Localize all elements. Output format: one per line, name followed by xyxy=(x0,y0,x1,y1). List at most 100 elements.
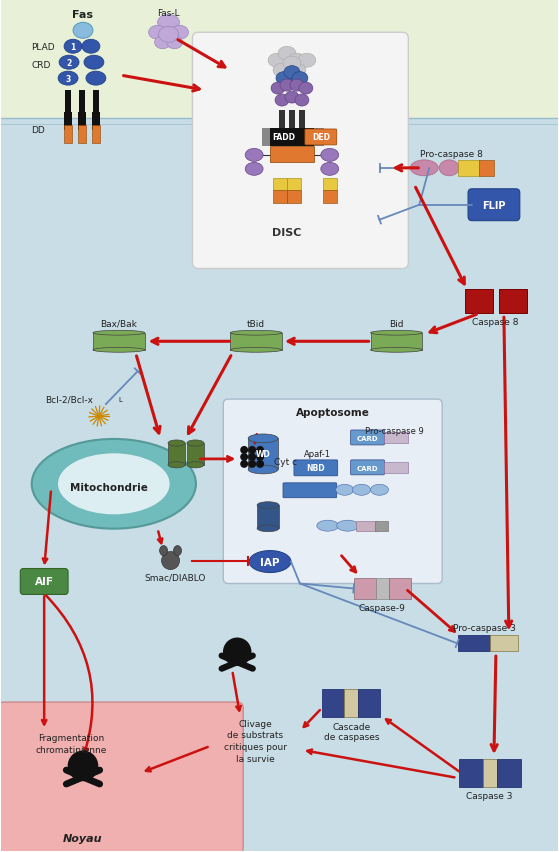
Bar xyxy=(262,129,272,147)
Text: Fas-L: Fas-L xyxy=(157,9,180,18)
Circle shape xyxy=(248,446,256,454)
Ellipse shape xyxy=(73,23,93,39)
Ellipse shape xyxy=(284,66,300,79)
Text: Pro-caspase 9: Pro-caspase 9 xyxy=(364,427,423,436)
Bar xyxy=(273,179,287,191)
Bar xyxy=(376,578,390,600)
Bar xyxy=(499,290,527,314)
Bar xyxy=(168,444,185,465)
Text: Pro-caspase 3: Pro-caspase 3 xyxy=(453,623,515,632)
Ellipse shape xyxy=(248,465,278,475)
Circle shape xyxy=(248,460,256,469)
Text: CARD: CARD xyxy=(357,435,378,441)
Text: CARD: CARD xyxy=(357,465,378,471)
Ellipse shape xyxy=(230,331,282,336)
Circle shape xyxy=(240,460,248,469)
Ellipse shape xyxy=(58,72,78,86)
Bar xyxy=(390,578,411,600)
Text: Fragmentation: Fragmentation xyxy=(38,734,104,743)
FancyBboxPatch shape xyxy=(468,189,520,222)
FancyBboxPatch shape xyxy=(192,33,409,269)
Ellipse shape xyxy=(257,526,279,532)
FancyBboxPatch shape xyxy=(294,460,338,476)
Ellipse shape xyxy=(245,149,263,162)
Bar xyxy=(93,333,145,350)
Ellipse shape xyxy=(336,485,354,496)
Ellipse shape xyxy=(278,47,296,61)
Bar xyxy=(257,505,279,529)
Bar xyxy=(385,463,409,474)
Bar xyxy=(371,333,422,350)
Text: Bcl-2/Bcl-x: Bcl-2/Bcl-x xyxy=(45,395,93,404)
Text: DED: DED xyxy=(312,133,330,142)
Ellipse shape xyxy=(288,55,306,68)
Bar xyxy=(92,113,100,131)
Bar xyxy=(79,91,85,113)
Text: 1: 1 xyxy=(70,43,75,52)
FancyBboxPatch shape xyxy=(20,569,68,595)
Text: CRD: CRD xyxy=(31,60,51,70)
Ellipse shape xyxy=(285,92,299,104)
Bar xyxy=(64,113,72,131)
Ellipse shape xyxy=(371,331,422,336)
Ellipse shape xyxy=(160,546,168,556)
Bar xyxy=(322,689,344,717)
Text: AIF: AIF xyxy=(35,577,54,587)
Text: IAP: IAP xyxy=(260,557,280,567)
Ellipse shape xyxy=(271,83,285,95)
Bar xyxy=(287,191,301,204)
Bar xyxy=(323,179,337,191)
Bar xyxy=(273,191,287,204)
Ellipse shape xyxy=(93,348,145,353)
Text: Apoptosome: Apoptosome xyxy=(296,407,369,417)
Ellipse shape xyxy=(59,56,79,70)
Ellipse shape xyxy=(249,551,291,573)
Bar xyxy=(354,578,376,600)
FancyBboxPatch shape xyxy=(283,483,337,498)
Ellipse shape xyxy=(32,440,196,529)
Bar xyxy=(289,111,295,129)
Text: L: L xyxy=(119,397,122,403)
Text: Fas: Fas xyxy=(73,10,93,20)
FancyBboxPatch shape xyxy=(223,400,442,584)
Circle shape xyxy=(256,453,264,461)
Text: chromatinienne: chromatinienne xyxy=(35,746,107,755)
Text: DISC: DISC xyxy=(272,227,301,238)
Ellipse shape xyxy=(257,502,279,509)
Circle shape xyxy=(223,638,252,666)
Ellipse shape xyxy=(64,40,82,55)
Ellipse shape xyxy=(230,348,282,353)
Bar xyxy=(78,126,86,144)
Ellipse shape xyxy=(159,27,178,43)
Bar xyxy=(64,126,72,144)
Ellipse shape xyxy=(439,161,459,176)
Ellipse shape xyxy=(173,546,182,556)
Bar xyxy=(287,179,301,191)
Bar xyxy=(323,191,337,204)
Bar xyxy=(459,759,483,787)
FancyBboxPatch shape xyxy=(350,460,385,475)
Circle shape xyxy=(68,751,98,781)
Ellipse shape xyxy=(84,56,104,70)
Bar xyxy=(270,147,314,163)
Bar xyxy=(497,759,521,787)
Bar xyxy=(458,161,480,176)
Ellipse shape xyxy=(187,440,204,446)
Text: Mitochondrie: Mitochondrie xyxy=(70,482,148,492)
Text: Bax/Bak: Bax/Bak xyxy=(101,320,138,329)
Text: de substrats: de substrats xyxy=(227,731,283,740)
Ellipse shape xyxy=(149,26,167,40)
Ellipse shape xyxy=(292,72,308,85)
Bar xyxy=(479,161,494,176)
Text: la survie: la survie xyxy=(236,755,274,763)
Bar xyxy=(1,119,558,850)
Bar xyxy=(279,111,285,129)
Bar xyxy=(93,91,99,113)
Text: Smac/DIABLO: Smac/DIABLO xyxy=(145,573,206,581)
Ellipse shape xyxy=(283,57,301,71)
Circle shape xyxy=(162,552,179,570)
Bar xyxy=(344,689,358,717)
Bar xyxy=(248,439,278,470)
Ellipse shape xyxy=(410,161,438,176)
Text: Pro-caspase 8: Pro-caspase 8 xyxy=(420,150,482,159)
